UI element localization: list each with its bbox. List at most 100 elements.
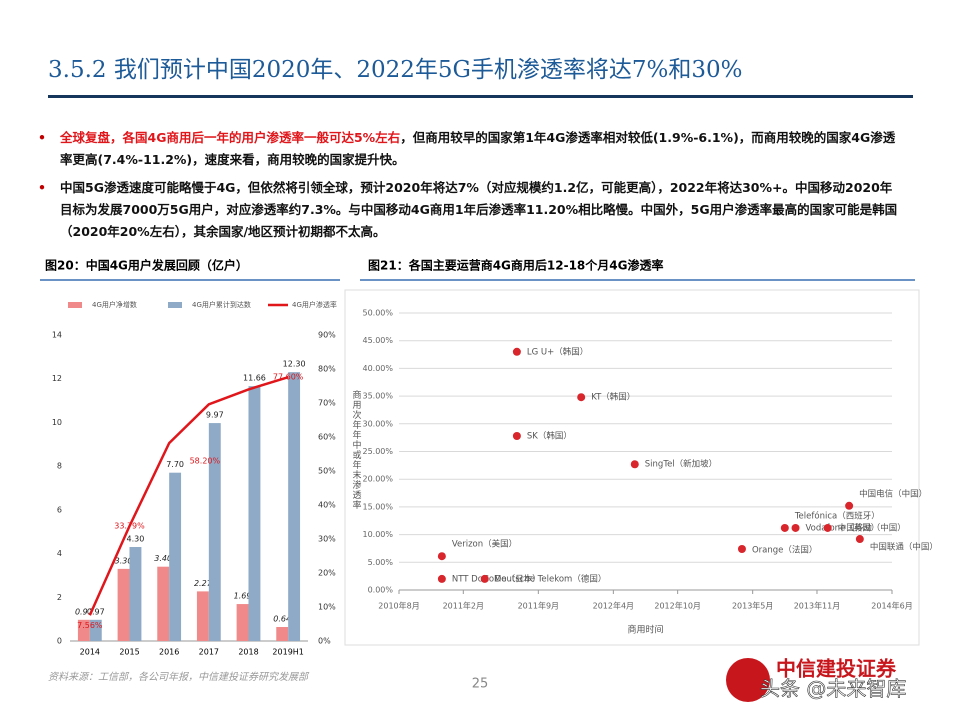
x-tick-label: 2017	[199, 648, 219, 657]
point	[737, 545, 746, 554]
point-label: Orange（法国）	[752, 545, 817, 556]
x-tick-label: 2013年11月	[794, 601, 841, 611]
bar	[248, 386, 261, 641]
x-tick-label: 2019H1	[272, 648, 303, 657]
data-label: 12.30	[283, 360, 306, 369]
line	[88, 375, 289, 616]
y-tick-label: 50.00%	[362, 309, 393, 318]
data-label: 11.66	[243, 374, 266, 383]
point-label: SingTel（新加坡）	[645, 459, 717, 470]
bar	[208, 423, 221, 641]
point-label: NTT DoCoMo（日本）	[452, 573, 541, 584]
bar	[129, 547, 142, 641]
x-tick-label: 2011年2月	[443, 601, 484, 611]
y2-tick-label: 40%	[318, 501, 336, 510]
y-tick-label: 10.00%	[362, 530, 393, 539]
data-label: 7.56%	[77, 621, 103, 630]
point-label: Vodafone（英国）	[806, 522, 880, 533]
y-tick-label: 20.00%	[362, 475, 393, 484]
data-label: 4.30	[127, 535, 145, 544]
point-label: LG U+（韩国）	[527, 346, 588, 357]
bar	[276, 627, 289, 641]
y2-tick-label: 30%	[318, 535, 336, 544]
chart-frame	[344, 289, 920, 646]
y-tick-label: 0.00%	[368, 586, 394, 595]
point	[577, 393, 586, 402]
bar	[117, 568, 130, 641]
data-label: 2.27	[194, 579, 213, 588]
logo: 中信建投证券	[776, 657, 897, 681]
data-label: 77.60%	[273, 373, 304, 382]
point	[437, 552, 446, 561]
data-label: 9.97	[206, 411, 224, 420]
bar	[196, 591, 209, 641]
legend-swatch	[168, 302, 182, 308]
data-label: 58.20%	[190, 457, 221, 466]
point	[855, 535, 864, 544]
x-tick-label: 2015	[119, 648, 139, 657]
point	[630, 460, 639, 469]
point	[780, 523, 789, 532]
chart-title: 图21：各国主要运营商4G商用后12-18个月4G渗透率	[368, 258, 663, 273]
y-tick-label: 14	[52, 331, 62, 340]
x-tick-label: 2014	[80, 648, 100, 657]
y-tick-label: 6	[57, 505, 62, 514]
y2-tick-label: 10%	[318, 603, 336, 612]
bullet-text: 中国5G渗透速度可能略慢于4G，但依然将引领全球，预计2020年将达7%（对应规…	[60, 180, 898, 239]
y-tick-label: 45.00%	[362, 336, 393, 345]
data-label: 0.64	[273, 615, 291, 624]
x-tick-label: 2016	[159, 648, 179, 657]
bullet: 全球复盘，各国4G商用后一年的用户渗透率一般可达5%左右，但商用较早的国家第1年…	[38, 127, 900, 171]
bar	[169, 472, 182, 641]
point	[512, 431, 521, 440]
title-rule	[48, 95, 913, 98]
point-label: Telefónica（西班牙）	[794, 510, 880, 521]
data-label: 7.70	[166, 460, 184, 469]
legend-label: 4G用户渗透率	[292, 300, 337, 309]
y2-tick-label: 60%	[318, 433, 336, 442]
y-tick-label: 15.00%	[362, 502, 393, 511]
x-tick-label: 2012年4月	[593, 601, 634, 611]
y2-tick-label: 50%	[318, 467, 336, 476]
point	[823, 523, 832, 532]
y-axis-label: 商用次年年中或年末渗透率	[351, 389, 362, 510]
data-label: 0.97	[75, 607, 94, 616]
legend-swatch	[68, 302, 82, 308]
bullet: 中国5G渗透速度可能略慢于4G，但依然将引领全球，预计2020年将达7%（对应规…	[38, 177, 900, 243]
data-label: 0.97	[87, 607, 105, 616]
data-label: 1.69	[234, 592, 252, 601]
point	[845, 501, 854, 510]
point-label: Deutsche Telekom（德国）	[495, 573, 607, 584]
y-tick-label: 35.00%	[362, 392, 393, 401]
bar	[157, 566, 170, 641]
point-label: Verizon（美国）	[452, 539, 517, 550]
bullet-text: ，但商用较早的国家第1年4G渗透率相对较低(1.9%-6.1%)，而商用较晚的国…	[60, 130, 896, 167]
point	[791, 523, 800, 532]
x-axis-label: 商用时间	[627, 624, 663, 636]
logo-mark	[726, 658, 770, 702]
data-label: 3.40	[154, 554, 172, 563]
x-tick-label: 2012年10月	[654, 601, 701, 611]
y2-tick-label: 80%	[318, 365, 336, 374]
point-label: 中国移动（中国）	[838, 522, 906, 533]
bar	[236, 604, 249, 641]
bar	[89, 619, 102, 641]
point-label: 中国联通（中国）	[870, 542, 938, 553]
point	[437, 574, 446, 583]
y-tick-label: 5.00%	[368, 558, 394, 567]
x-tick-label: 2018	[238, 648, 258, 657]
y-tick-label: 2	[57, 593, 62, 602]
point-label: 中国电信（中国）	[859, 488, 927, 499]
y-tick-label: 40.00%	[362, 364, 393, 373]
bar	[288, 372, 301, 641]
y-tick-label: 30.00%	[362, 419, 393, 428]
x-tick-label: 2010年8月	[378, 601, 419, 611]
point	[480, 574, 489, 583]
y-tick-label: 4	[57, 549, 62, 558]
chart-title: 图20：中国4G用户发展回顾（亿户）	[45, 258, 248, 273]
source: 资料来源：工信部，各公司年报，中信建投证券研究发展部	[48, 671, 310, 683]
y2-tick-label: 0%	[318, 637, 331, 646]
y-tick-label: 0	[57, 637, 62, 646]
